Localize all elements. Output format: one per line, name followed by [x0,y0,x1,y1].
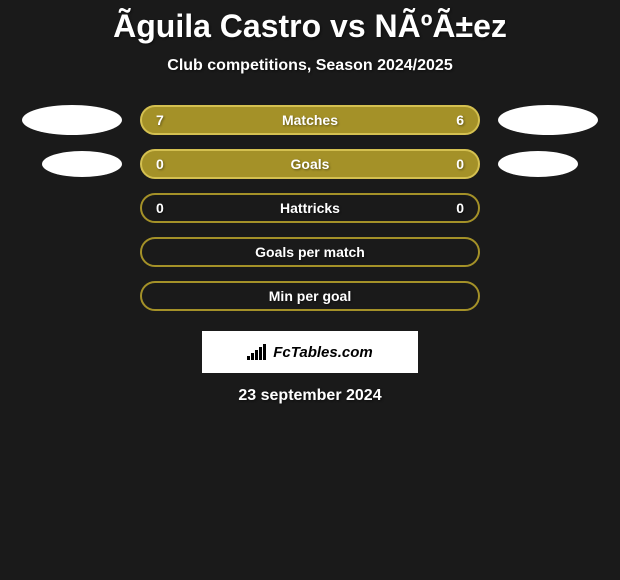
oval-right [498,151,578,177]
stat-right-value: 6 [456,112,464,128]
page-title: Ãguila Castro vs NÃºÃ±ez [0,8,620,45]
stat-left-value: 7 [156,112,164,128]
oval-left [42,151,122,177]
stat-left-value: 0 [156,156,164,172]
stat-label: Min per goal [269,288,351,304]
stat-row-hattricks: 0 Hattricks 0 [0,193,620,223]
stat-bar-gpm: Goals per match [140,237,480,267]
stat-bar-hattricks: 0 Hattricks 0 [140,193,480,223]
stat-right-value: 0 [456,156,464,172]
main-container: Ãguila Castro vs NÃºÃ±ez Club competitio… [0,0,620,405]
logo-box: FcTables.com [202,331,418,373]
page-subtitle: Club competitions, Season 2024/2025 [0,57,620,75]
chart-icon [247,344,267,360]
stat-bar-mpg: Min per goal [140,281,480,311]
stat-row-mpg: Min per goal [0,281,620,311]
stat-bar-goals: 0 Goals 0 [140,149,480,179]
logo-text: FcTables.com [273,344,372,361]
stat-row-goals: 0 Goals 0 [0,149,620,179]
stat-right-value: 0 [456,200,464,216]
stat-left-value: 0 [156,200,164,216]
stat-label: Hattricks [280,200,340,216]
stat-label: Goals per match [255,244,365,260]
stat-label: Goals [291,156,330,172]
stat-row-matches: 7 Matches 6 [0,105,620,135]
date-text: 23 september 2024 [0,387,620,405]
stat-label: Matches [282,112,338,128]
stat-bar-matches: 7 Matches 6 [140,105,480,135]
oval-left [22,105,122,135]
oval-right [498,105,598,135]
stat-row-gpm: Goals per match [0,237,620,267]
